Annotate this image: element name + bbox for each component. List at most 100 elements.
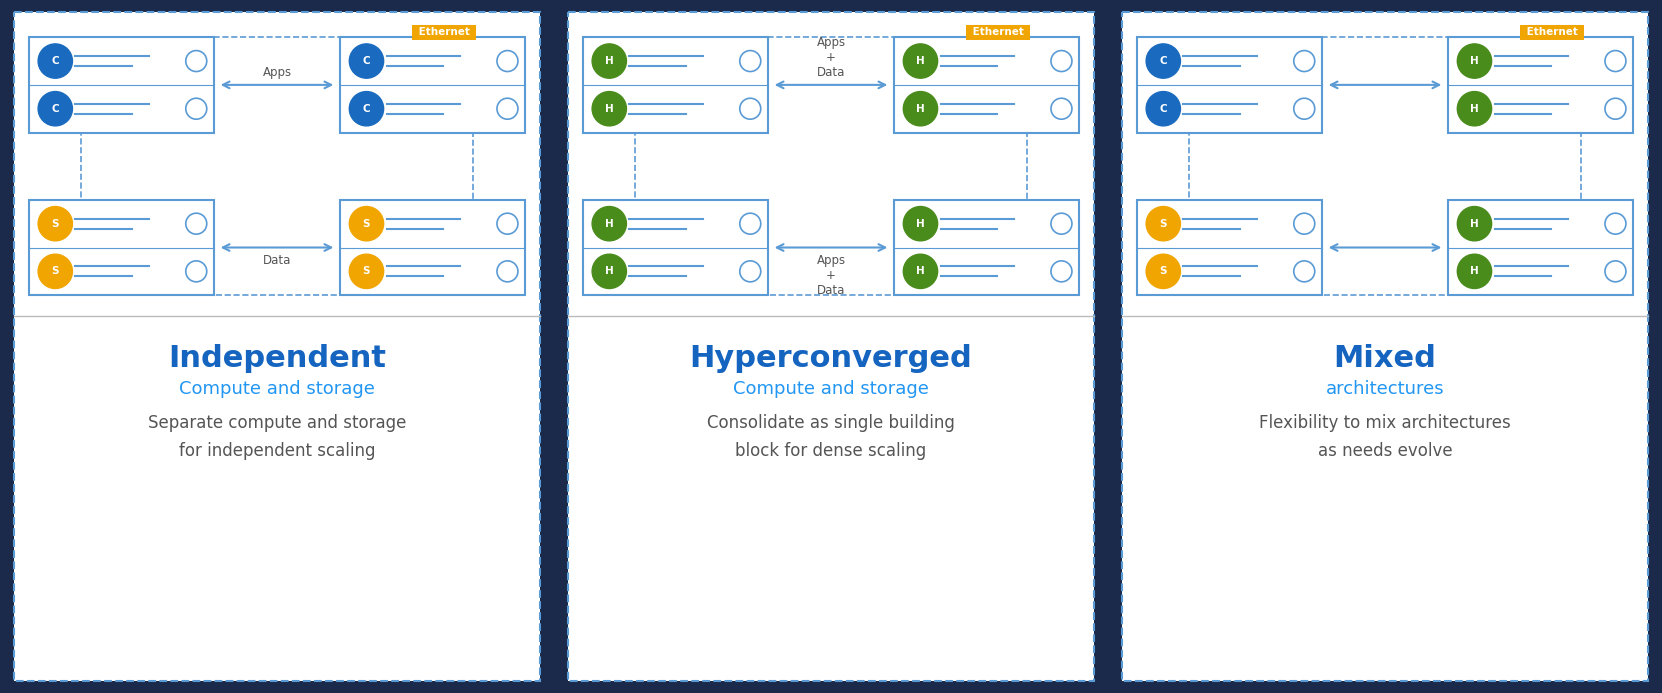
Text: S: S	[362, 219, 371, 229]
Circle shape	[1147, 44, 1180, 78]
Circle shape	[904, 207, 937, 241]
Text: H: H	[916, 104, 924, 114]
Bar	[81, 37, 474, 295]
Text: Compute and storage: Compute and storage	[179, 380, 376, 398]
Circle shape	[186, 261, 206, 282]
Bar	[542, 0, 567, 693]
Text: S: S	[52, 266, 60, 277]
Circle shape	[1293, 213, 1315, 234]
Text: Independent: Independent	[168, 344, 386, 374]
Circle shape	[38, 254, 73, 288]
Bar	[635, 37, 1027, 295]
Text: S: S	[1160, 219, 1167, 229]
Bar	[1448, 200, 1634, 295]
Circle shape	[38, 207, 73, 241]
Text: Apps
+
Data: Apps + Data	[816, 36, 846, 79]
Text: C: C	[1160, 56, 1167, 66]
Circle shape	[740, 261, 761, 282]
Text: H: H	[1471, 266, 1479, 277]
Text: Hyperconverged: Hyperconverged	[690, 344, 972, 374]
Bar	[894, 37, 1079, 132]
Bar	[1448, 37, 1634, 132]
Circle shape	[904, 91, 937, 126]
Text: H: H	[1471, 219, 1479, 229]
Circle shape	[1147, 91, 1180, 126]
Text: Ethernet: Ethernet	[416, 27, 474, 37]
Circle shape	[1458, 207, 1491, 241]
Circle shape	[1293, 98, 1315, 119]
Bar	[341, 200, 525, 295]
Text: Consolidate as single building
block for dense scaling: Consolidate as single building block for…	[706, 414, 956, 460]
Bar	[1137, 200, 1321, 295]
Circle shape	[497, 98, 519, 119]
Bar	[568, 12, 1094, 681]
Circle shape	[349, 44, 384, 78]
Text: Mixed: Mixed	[1333, 344, 1436, 374]
Circle shape	[186, 51, 206, 71]
Text: S: S	[52, 219, 60, 229]
Circle shape	[497, 213, 519, 234]
Circle shape	[186, 98, 206, 119]
Text: H: H	[605, 56, 613, 66]
Bar	[583, 37, 768, 132]
Circle shape	[186, 213, 206, 234]
Bar	[28, 200, 214, 295]
Circle shape	[349, 207, 384, 241]
Text: Compute and storage: Compute and storage	[733, 380, 929, 398]
Text: H: H	[1471, 56, 1479, 66]
Circle shape	[592, 207, 627, 241]
Bar	[1122, 12, 1649, 681]
Circle shape	[1458, 44, 1491, 78]
Text: H: H	[1471, 104, 1479, 114]
Text: Ethernet: Ethernet	[969, 27, 1027, 37]
Circle shape	[740, 51, 761, 71]
Text: S: S	[1160, 266, 1167, 277]
Text: Flexibility to mix architectures
as needs evolve: Flexibility to mix architectures as need…	[1260, 414, 1511, 460]
Bar	[28, 37, 214, 132]
Text: Data: Data	[263, 254, 291, 267]
Circle shape	[349, 91, 384, 126]
Circle shape	[1050, 51, 1072, 71]
Text: C: C	[362, 56, 371, 66]
Circle shape	[497, 51, 519, 71]
Circle shape	[1050, 98, 1072, 119]
Circle shape	[1147, 207, 1180, 241]
Circle shape	[38, 44, 73, 78]
Circle shape	[592, 254, 627, 288]
Circle shape	[349, 254, 384, 288]
Bar	[583, 200, 768, 295]
Text: C: C	[52, 56, 60, 66]
Text: Apps: Apps	[263, 66, 291, 79]
Bar	[1095, 0, 1120, 693]
Circle shape	[904, 44, 937, 78]
Bar	[341, 37, 525, 132]
Bar	[13, 12, 540, 681]
Circle shape	[1605, 213, 1625, 234]
Text: C: C	[52, 104, 60, 114]
Circle shape	[740, 98, 761, 119]
Circle shape	[1605, 51, 1625, 71]
Bar	[894, 200, 1079, 295]
Text: H: H	[916, 266, 924, 277]
Text: Ethernet: Ethernet	[1522, 27, 1581, 37]
Text: H: H	[605, 266, 613, 277]
Circle shape	[740, 213, 761, 234]
Text: Separate compute and storage
for independent scaling: Separate compute and storage for indepen…	[148, 414, 406, 460]
Circle shape	[592, 91, 627, 126]
Circle shape	[1050, 213, 1072, 234]
Text: H: H	[916, 219, 924, 229]
Circle shape	[1147, 254, 1180, 288]
Circle shape	[904, 254, 937, 288]
Circle shape	[1458, 254, 1491, 288]
Circle shape	[1050, 261, 1072, 282]
Text: C: C	[362, 104, 371, 114]
Text: H: H	[605, 104, 613, 114]
Circle shape	[497, 261, 519, 282]
Circle shape	[1605, 261, 1625, 282]
Circle shape	[1293, 51, 1315, 71]
Circle shape	[592, 44, 627, 78]
Circle shape	[1605, 98, 1625, 119]
Text: architectures: architectures	[1326, 380, 1444, 398]
Bar	[1188, 37, 1581, 295]
Bar	[1137, 37, 1321, 132]
